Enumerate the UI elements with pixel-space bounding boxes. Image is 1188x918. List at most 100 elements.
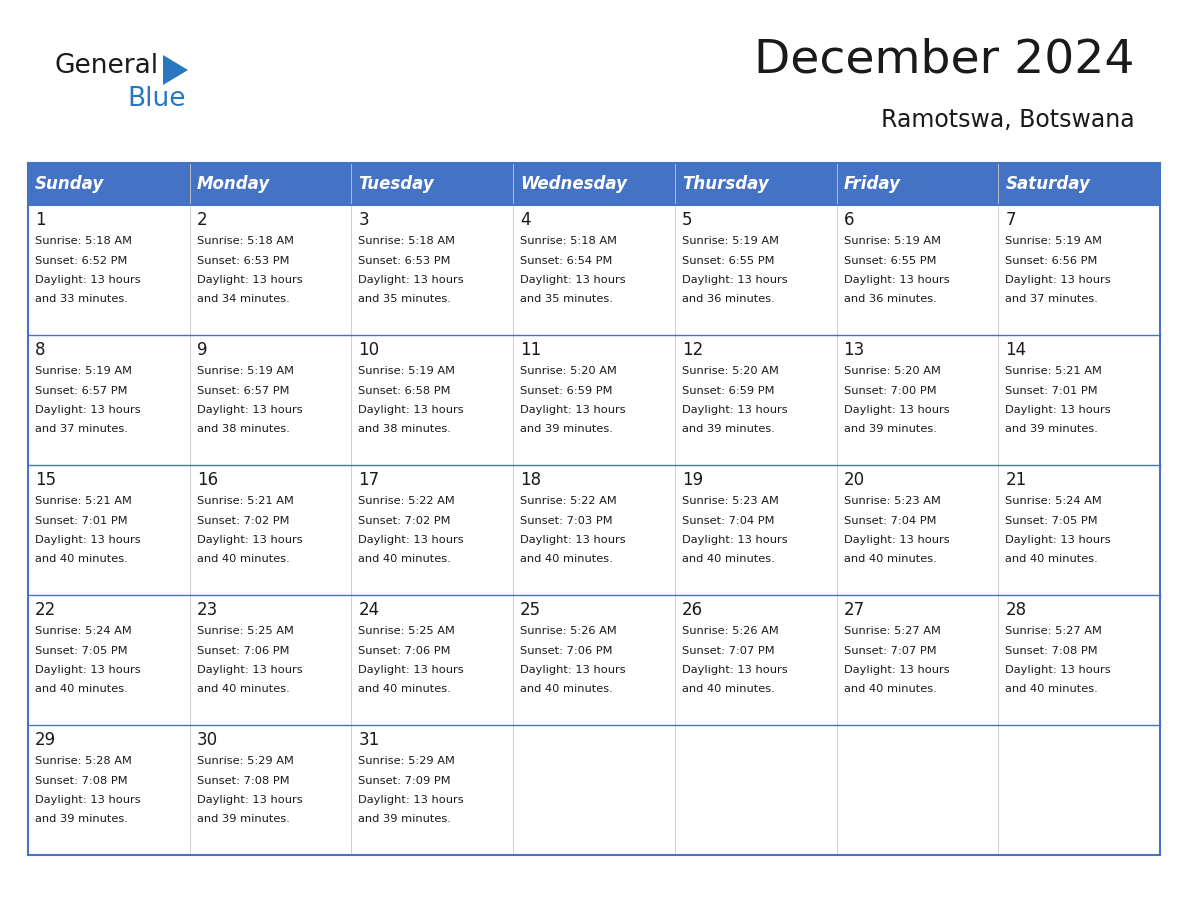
Text: 2: 2	[197, 211, 208, 229]
Text: 21: 21	[1005, 471, 1026, 489]
Text: 17: 17	[359, 471, 379, 489]
Text: Sunset: 7:08 PM: Sunset: 7:08 PM	[197, 776, 290, 786]
Text: 3: 3	[359, 211, 369, 229]
Text: Sunset: 6:53 PM: Sunset: 6:53 PM	[359, 255, 451, 265]
Text: 14: 14	[1005, 341, 1026, 359]
Text: and 40 minutes.: and 40 minutes.	[34, 685, 128, 695]
Text: and 40 minutes.: and 40 minutes.	[1005, 554, 1098, 565]
Text: Sunrise: 5:22 AM: Sunrise: 5:22 AM	[359, 496, 455, 506]
Text: 1: 1	[34, 211, 45, 229]
Bar	[29, 335, 1159, 465]
Text: Sunrise: 5:19 AM: Sunrise: 5:19 AM	[359, 366, 455, 376]
Text: Daylight: 13 hours: Daylight: 13 hours	[682, 275, 788, 285]
Text: Sunset: 7:01 PM: Sunset: 7:01 PM	[34, 516, 127, 525]
Text: Sunrise: 5:19 AM: Sunrise: 5:19 AM	[197, 366, 293, 376]
Text: and 34 minutes.: and 34 minutes.	[197, 295, 290, 305]
Text: Thursday: Thursday	[682, 175, 769, 193]
Text: Sunset: 7:03 PM: Sunset: 7:03 PM	[520, 516, 613, 525]
Text: 26: 26	[682, 601, 703, 619]
Text: Daylight: 13 hours: Daylight: 13 hours	[843, 405, 949, 415]
Text: Sunset: 6:52 PM: Sunset: 6:52 PM	[34, 255, 127, 265]
Text: Sunrise: 5:20 AM: Sunrise: 5:20 AM	[682, 366, 778, 376]
Text: Saturday: Saturday	[1005, 175, 1091, 193]
Text: 19: 19	[682, 471, 703, 489]
Text: 18: 18	[520, 471, 542, 489]
Text: Daylight: 13 hours: Daylight: 13 hours	[359, 405, 465, 415]
Text: and 39 minutes.: and 39 minutes.	[1005, 424, 1098, 434]
Text: Ramotswa, Botswana: Ramotswa, Botswana	[881, 108, 1135, 132]
Text: Sunrise: 5:28 AM: Sunrise: 5:28 AM	[34, 756, 132, 766]
Text: 30: 30	[197, 731, 217, 749]
Text: Daylight: 13 hours: Daylight: 13 hours	[1005, 275, 1111, 285]
Text: Sunrise: 5:19 AM: Sunrise: 5:19 AM	[843, 236, 941, 246]
Text: Sunrise: 5:26 AM: Sunrise: 5:26 AM	[520, 626, 617, 636]
Text: Sunday: Sunday	[34, 175, 105, 193]
Text: Sunrise: 5:29 AM: Sunrise: 5:29 AM	[197, 756, 293, 766]
Text: and 36 minutes.: and 36 minutes.	[682, 295, 775, 305]
Text: Sunrise: 5:23 AM: Sunrise: 5:23 AM	[682, 496, 778, 506]
Text: Sunrise: 5:25 AM: Sunrise: 5:25 AM	[359, 626, 455, 636]
Text: Sunrise: 5:24 AM: Sunrise: 5:24 AM	[34, 626, 132, 636]
Text: Sunset: 7:08 PM: Sunset: 7:08 PM	[34, 776, 127, 786]
Text: 10: 10	[359, 341, 379, 359]
Text: Sunset: 7:07 PM: Sunset: 7:07 PM	[682, 645, 775, 655]
Text: Daylight: 13 hours: Daylight: 13 hours	[197, 795, 302, 805]
Text: and 40 minutes.: and 40 minutes.	[682, 685, 775, 695]
Text: Sunset: 6:59 PM: Sunset: 6:59 PM	[682, 386, 775, 396]
Bar	[29, 163, 1159, 205]
Text: Sunset: 6:57 PM: Sunset: 6:57 PM	[34, 386, 127, 396]
Text: and 39 minutes.: and 39 minutes.	[843, 424, 936, 434]
Text: Sunrise: 5:18 AM: Sunrise: 5:18 AM	[197, 236, 293, 246]
Text: Daylight: 13 hours: Daylight: 13 hours	[843, 275, 949, 285]
Text: 11: 11	[520, 341, 542, 359]
Text: and 39 minutes.: and 39 minutes.	[359, 814, 451, 824]
Text: 24: 24	[359, 601, 379, 619]
Text: and 40 minutes.: and 40 minutes.	[197, 685, 290, 695]
Text: and 33 minutes.: and 33 minutes.	[34, 295, 128, 305]
Bar	[29, 725, 1159, 855]
Polygon shape	[163, 55, 188, 85]
Text: Daylight: 13 hours: Daylight: 13 hours	[682, 405, 788, 415]
Text: 27: 27	[843, 601, 865, 619]
Text: Sunrise: 5:19 AM: Sunrise: 5:19 AM	[1005, 236, 1102, 246]
Text: Sunset: 7:07 PM: Sunset: 7:07 PM	[843, 645, 936, 655]
Text: and 40 minutes.: and 40 minutes.	[359, 685, 451, 695]
Text: 4: 4	[520, 211, 531, 229]
Text: Daylight: 13 hours: Daylight: 13 hours	[520, 665, 626, 675]
Text: Sunrise: 5:27 AM: Sunrise: 5:27 AM	[843, 626, 941, 636]
Text: and 37 minutes.: and 37 minutes.	[34, 424, 128, 434]
Text: and 40 minutes.: and 40 minutes.	[682, 554, 775, 565]
Text: 23: 23	[197, 601, 217, 619]
Text: Daylight: 13 hours: Daylight: 13 hours	[197, 275, 302, 285]
Text: and 39 minutes.: and 39 minutes.	[197, 814, 290, 824]
Text: 13: 13	[843, 341, 865, 359]
Text: Sunset: 7:05 PM: Sunset: 7:05 PM	[1005, 516, 1098, 525]
Text: and 40 minutes.: and 40 minutes.	[843, 685, 936, 695]
Text: Sunrise: 5:19 AM: Sunrise: 5:19 AM	[682, 236, 779, 246]
Text: and 39 minutes.: and 39 minutes.	[34, 814, 128, 824]
Text: and 37 minutes.: and 37 minutes.	[1005, 295, 1098, 305]
Text: Sunset: 7:02 PM: Sunset: 7:02 PM	[197, 516, 289, 525]
Bar	[29, 595, 1159, 725]
Text: Sunrise: 5:29 AM: Sunrise: 5:29 AM	[359, 756, 455, 766]
Text: and 40 minutes.: and 40 minutes.	[359, 554, 451, 565]
Text: Daylight: 13 hours: Daylight: 13 hours	[34, 275, 140, 285]
Text: Tuesday: Tuesday	[359, 175, 434, 193]
Text: and 40 minutes.: and 40 minutes.	[520, 554, 613, 565]
Text: Daylight: 13 hours: Daylight: 13 hours	[1005, 665, 1111, 675]
Text: 20: 20	[843, 471, 865, 489]
Text: Daylight: 13 hours: Daylight: 13 hours	[197, 535, 302, 545]
Text: General: General	[55, 53, 159, 79]
Text: Monday: Monday	[197, 175, 270, 193]
Text: Daylight: 13 hours: Daylight: 13 hours	[359, 665, 465, 675]
Text: Daylight: 13 hours: Daylight: 13 hours	[1005, 405, 1111, 415]
Text: and 35 minutes.: and 35 minutes.	[520, 295, 613, 305]
Text: Sunset: 6:53 PM: Sunset: 6:53 PM	[197, 255, 289, 265]
Text: 9: 9	[197, 341, 207, 359]
Text: Blue: Blue	[127, 86, 185, 112]
Text: Sunset: 6:56 PM: Sunset: 6:56 PM	[1005, 255, 1098, 265]
Text: 31: 31	[359, 731, 380, 749]
Text: and 40 minutes.: and 40 minutes.	[520, 685, 613, 695]
Text: 7: 7	[1005, 211, 1016, 229]
Text: Sunrise: 5:20 AM: Sunrise: 5:20 AM	[520, 366, 617, 376]
